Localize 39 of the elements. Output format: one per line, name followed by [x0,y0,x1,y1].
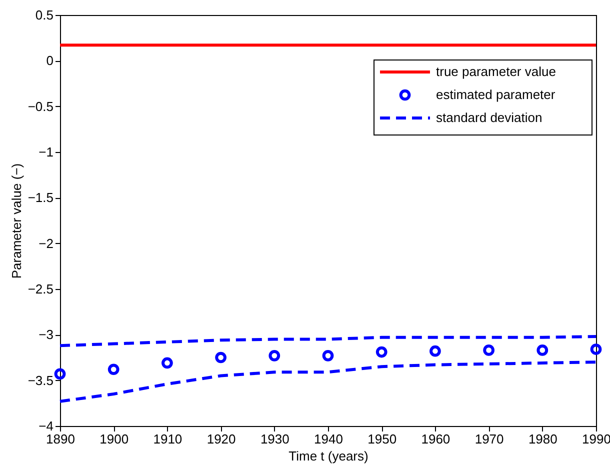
point [268,350,280,362]
x-tick-label: 1920 [206,432,236,446]
x-tick-label: 1990 [582,432,610,446]
point [536,344,548,356]
x-tick-label: 1960 [421,432,450,446]
point [54,368,66,380]
y-axis-title: Parameter value (−) [8,163,24,279]
x-tick-label: 1930 [260,432,290,446]
point [590,344,602,355]
y-tick-label: −2.5 [28,282,54,296]
x-tick-label: 1890 [46,432,75,446]
point [108,364,120,376]
x-tick-label: 1950 [368,432,397,446]
y-tick-label: −2 [38,236,54,251]
line-series [58,360,598,403]
line-series [58,334,598,348]
x-tick-label: 1900 [100,432,129,446]
x-tick-label: 1910 [153,432,182,446]
y-tick-label: −4 [38,418,54,434]
point [376,346,388,358]
legend-label: standard deviation [436,110,542,125]
point [483,344,494,356]
y-tick-label: −1.5 [28,190,54,206]
legend-label: estimated parameter [436,87,556,102]
point [322,350,334,362]
point [162,357,173,369]
point [430,345,441,357]
point [215,352,226,364]
y-tick-label: −0.5 [28,98,54,114]
x-tick-label: 1980 [528,432,558,446]
x-tick-label: 1940 [314,432,343,446]
legend-label: true parameter value [436,64,556,79]
x-axis-title: Time t (years) [288,448,368,464]
y-tick-label: −3 [38,327,54,342]
y-tick-label: 0.5 [35,8,54,22]
y-tick-label: −3.5 [28,372,54,388]
y-tick-label: −1 [38,144,54,160]
x-tick-label: 1970 [474,432,504,446]
y-tick-label: 0 [46,53,54,68]
